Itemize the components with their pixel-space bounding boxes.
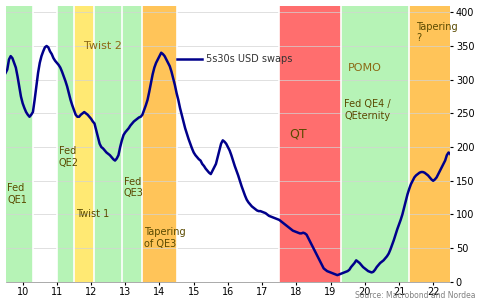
Bar [143,5,177,282]
Text: Fed
QE3: Fed QE3 [123,177,144,198]
Bar [122,5,143,282]
Bar [341,5,409,282]
Bar [279,5,341,282]
Text: POMO: POMO [348,63,382,73]
Bar [57,5,74,282]
Text: Twist 1: Twist 1 [76,209,109,219]
Text: QT: QT [289,127,307,140]
Text: Fed QE4 /
QEternity: Fed QE4 / QEternity [344,99,391,121]
Text: Source: Macrobond and Nordea: Source: Macrobond and Nordea [355,291,475,300]
Text: Fed
QE2: Fed QE2 [59,146,79,168]
Bar [6,5,33,282]
Text: 5s30s USD swaps: 5s30s USD swaps [205,55,292,65]
Text: Fed
QE1: Fed QE1 [7,184,27,205]
Bar [74,5,95,282]
Bar [95,5,122,282]
Bar [409,5,450,282]
Text: Tapering
of QE3: Tapering of QE3 [144,227,186,249]
Text: Tapering
?: Tapering ? [416,22,458,43]
Text: Twist 2: Twist 2 [84,41,122,51]
